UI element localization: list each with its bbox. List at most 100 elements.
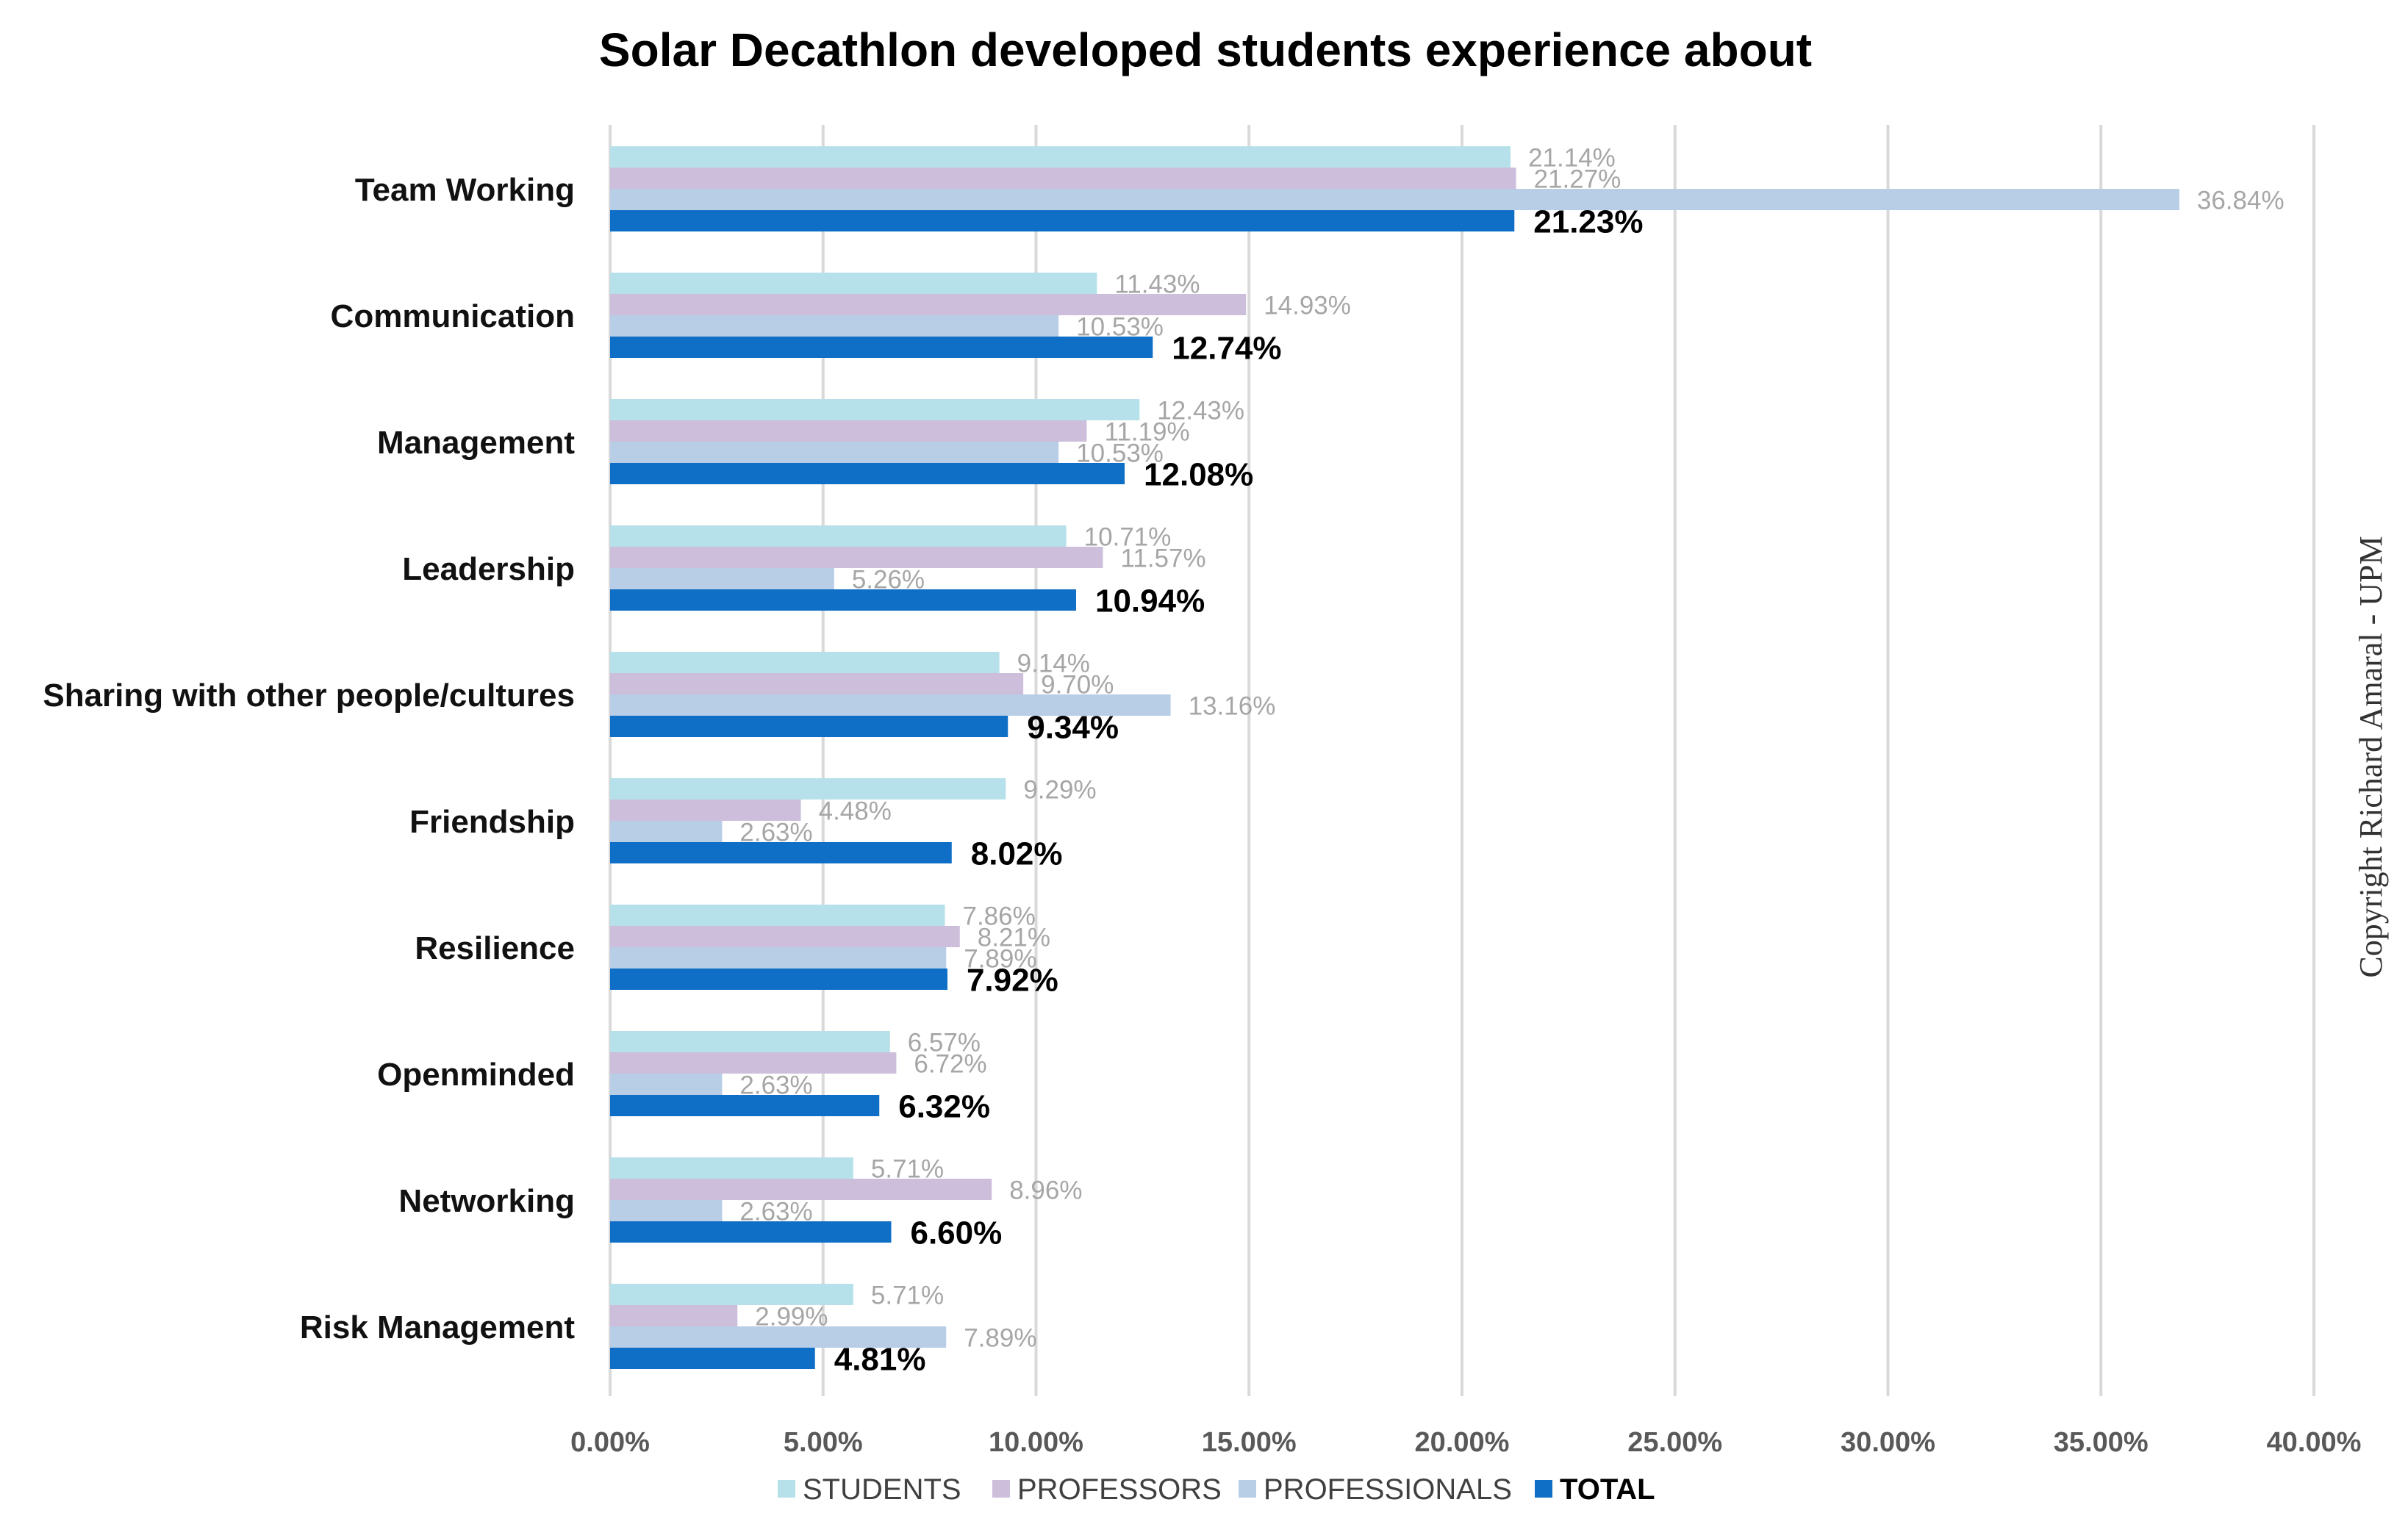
category-label: Leadership: [402, 551, 575, 587]
bar-students-7: [610, 1031, 890, 1052]
data-label: 9.34%: [1027, 710, 1119, 746]
bar-total-7: [610, 1095, 880, 1116]
bar-professionals-8: [610, 1200, 723, 1221]
bar-total-5: [610, 842, 952, 863]
data-label: 6.72%: [914, 1050, 986, 1079]
data-label: 11.43%: [1114, 270, 1200, 299]
data-label: 14.93%: [1264, 292, 1351, 320]
bar-professors-6: [610, 926, 960, 947]
data-label: 21.14%: [1528, 144, 1616, 173]
bar-layer: [610, 146, 2179, 1369]
legend-label: STUDENTS: [803, 1473, 961, 1506]
data-label: 10.71%: [1084, 523, 1172, 552]
category-label: Networking: [398, 1183, 575, 1219]
x-tick-label: 10.00%: [989, 1427, 1083, 1458]
x-tick-label: 5.00%: [784, 1427, 863, 1458]
bar-professors-3: [610, 547, 1103, 568]
data-label: 4.81%: [834, 1342, 926, 1378]
bar-professors-7: [610, 1052, 897, 1074]
copyright-text: Copyright Richard Amaral - UPM: [2353, 536, 2389, 977]
bar-professors-5: [610, 800, 801, 821]
data-label: 2.99%: [755, 1303, 828, 1332]
category-label: Friendship: [409, 804, 575, 840]
bar-total-9: [610, 1348, 815, 1369]
bar-total-4: [610, 716, 1008, 737]
legend: STUDENTS PROFESSORS PROFESSIONALS TOTAL: [778, 1473, 1655, 1506]
bar-total-2: [610, 463, 1125, 484]
data-label: 5.26%: [852, 566, 925, 594]
data-label: 9.70%: [1041, 671, 1114, 700]
data-label: 2.63%: [739, 819, 812, 847]
data-label: 13.16%: [1189, 692, 1276, 721]
x-tick-label: 0.00%: [570, 1427, 650, 1458]
data-label: 5.71%: [871, 1282, 944, 1310]
bar-students-1: [610, 273, 1097, 294]
x-tick-label: 20.00%: [1415, 1427, 1510, 1458]
chart-title: Solar Decathlon developed students exper…: [599, 24, 1812, 76]
bar-students-0: [610, 146, 1511, 168]
category-label: Risk Management: [300, 1309, 575, 1345]
category-label: Team Working: [355, 172, 575, 208]
bar-professors-1: [610, 294, 1247, 315]
x-tick-label: 35.00%: [2054, 1427, 2149, 1458]
bar-total-6: [610, 969, 947, 990]
data-label: 8.21%: [978, 924, 1050, 952]
bar-professionals-4: [610, 694, 1171, 716]
legend-label: PROFESSORS: [1017, 1473, 1222, 1506]
bar-students-5: [610, 778, 1006, 800]
data-label: 2.63%: [739, 1071, 812, 1100]
bar-students-4: [610, 652, 1000, 673]
data-label: 10.53%: [1076, 313, 1164, 342]
bar-professionals-1: [610, 315, 1059, 337]
bar-total-1: [610, 337, 1153, 358]
bar-students-6: [610, 905, 945, 926]
bar-professors-0: [610, 168, 1516, 189]
bar-students-8: [610, 1157, 853, 1179]
data-label: 4.48%: [819, 797, 892, 826]
legend-swatch-professionals: [1239, 1480, 1256, 1498]
category-label: Resilience: [415, 930, 575, 966]
bar-professors-8: [610, 1179, 992, 1200]
data-label: 10.53%: [1076, 439, 1164, 468]
data-label: 8.02%: [971, 836, 1063, 872]
bar-students-3: [610, 525, 1067, 547]
bar-students-2: [610, 399, 1140, 420]
data-label: 11.57%: [1120, 545, 1205, 573]
bar-professors-9: [610, 1305, 738, 1326]
data-label: 12.08%: [1144, 457, 1253, 493]
data-label: 5.71%: [871, 1155, 944, 1184]
bar-total-3: [610, 589, 1076, 611]
bar-professionals-7: [610, 1074, 723, 1095]
x-tick-label: 15.00%: [1202, 1427, 1297, 1458]
x-tick-label: 30.00%: [1841, 1427, 1935, 1458]
category-label: Communication: [331, 298, 575, 334]
category-label: Management: [377, 425, 575, 461]
bar-professionals-3: [610, 568, 834, 589]
category-label: Openminded: [377, 1057, 575, 1093]
bar-professionals-0: [610, 189, 2179, 210]
x-tick-label: 25.00%: [1627, 1427, 1722, 1458]
data-label: 11.19%: [1104, 418, 1189, 447]
legend-swatch-professors: [992, 1480, 1010, 1498]
data-label: 36.84%: [2197, 187, 2285, 215]
data-label: 9.29%: [1023, 776, 1096, 805]
bar-total-8: [610, 1221, 892, 1243]
label-layer: Team Working 21.14%21.27% 36.84% 21.23% Comm…: [43, 144, 2284, 1378]
data-label: 12.43%: [1157, 397, 1244, 425]
data-label: 7.89%: [964, 945, 1036, 974]
data-label: 9.14%: [1017, 650, 1090, 678]
data-label: 21.27%: [1534, 165, 1622, 194]
data-label: 2.63%: [739, 1198, 812, 1226]
legend-label: TOTAL: [1560, 1473, 1655, 1506]
bar-professionals-2: [610, 442, 1059, 463]
data-label: 7.92%: [967, 963, 1058, 999]
bar-students-9: [610, 1284, 853, 1305]
category-label: Sharing with other people/cultures: [43, 678, 575, 714]
legend-label: PROFESSIONALS: [1264, 1473, 1512, 1506]
data-label: 6.57%: [908, 1029, 981, 1057]
bar-professionals-9: [610, 1326, 947, 1348]
legend-swatch-students: [778, 1480, 795, 1498]
bar-professionals-5: [610, 821, 723, 842]
x-axis: 0.00% 5.00% 10.00% 15.00% 20.00% 25.00% 30.00%…: [570, 1427, 2361, 1458]
data-label: 7.86%: [962, 902, 1035, 931]
